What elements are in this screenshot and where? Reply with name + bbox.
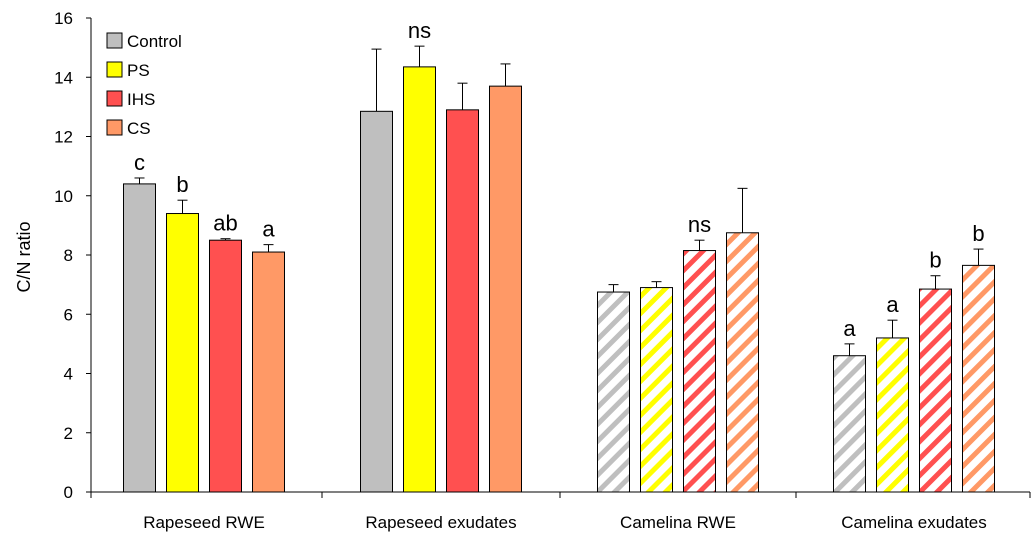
bar-ihs-rapeseed-rwe (209, 239, 242, 493)
bar-ps-camelina-rwe (640, 287, 673, 493)
legend-label-cs: CS (127, 119, 151, 138)
y-tick-label: 8 (64, 246, 73, 265)
significance-label: a (262, 217, 275, 242)
legend: Control PS IHS CS (106, 32, 182, 138)
significance-label: b (176, 172, 188, 197)
bar-control-rapeseed-rwe (123, 183, 156, 493)
bar-ps-rapeseed-exudates (403, 66, 436, 493)
bar-ps-camelina-exudates (876, 337, 909, 493)
bar-cs-camelina-rwe (726, 232, 759, 493)
bar-ihs-camelina-exudates (919, 288, 952, 493)
bar-ihs-rapeseed-exudates (446, 109, 479, 493)
legend-swatch-ps (106, 61, 123, 78)
bar-cs-rapeseed-rwe (252, 251, 285, 493)
significance-label: b (972, 221, 984, 246)
y-tick-label: 16 (54, 9, 73, 28)
x-tick-label: Rapeseed RWE (143, 513, 265, 532)
x-tick-label: Rapeseed exudates (365, 513, 516, 532)
y-tick-label: 0 (64, 483, 73, 502)
y-tick-label: 12 (54, 128, 73, 147)
bar-control-rapeseed-exudates (360, 110, 393, 493)
y-tick-label: 14 (54, 68, 73, 87)
significance-label: a (886, 292, 899, 317)
legend-swatch-cs (106, 119, 123, 136)
legend-swatch-ihs (106, 90, 123, 107)
y-tick-label: 6 (64, 305, 73, 324)
y-tick-label: 4 (64, 365, 73, 384)
significance-label: ab (213, 211, 237, 236)
axes-layer: 0 2 4 6 8 10 12 14 16 (54, 9, 1031, 502)
x-tick-label: Camelina RWE (620, 513, 736, 532)
bar-ihs-camelina-rwe (683, 250, 716, 493)
y-tick-label: 2 (64, 424, 73, 443)
bar-control-camelina-rwe (597, 291, 630, 493)
significance-label: ns (688, 212, 711, 237)
legend-swatch-control (106, 32, 123, 49)
legend-label-ps: PS (127, 61, 150, 80)
legend-label-ihs: IHS (127, 90, 155, 109)
significance-label: a (843, 316, 856, 341)
bar-ps-rapeseed-rwe (166, 213, 199, 493)
legend-label-control: Control (127, 32, 182, 51)
bar-control-camelina-exudates (833, 355, 866, 493)
significance-label: b (929, 248, 941, 273)
bar-cs-camelina-exudates (962, 264, 995, 493)
y-axis-title: C/N ratio (14, 221, 34, 292)
significance-label: c (134, 150, 145, 175)
bar-cs-rapeseed-exudates (489, 85, 522, 493)
significance-label: ns (408, 18, 431, 43)
y-tick-label: 10 (54, 187, 73, 206)
x-tick-label: Camelina exudates (841, 513, 987, 532)
